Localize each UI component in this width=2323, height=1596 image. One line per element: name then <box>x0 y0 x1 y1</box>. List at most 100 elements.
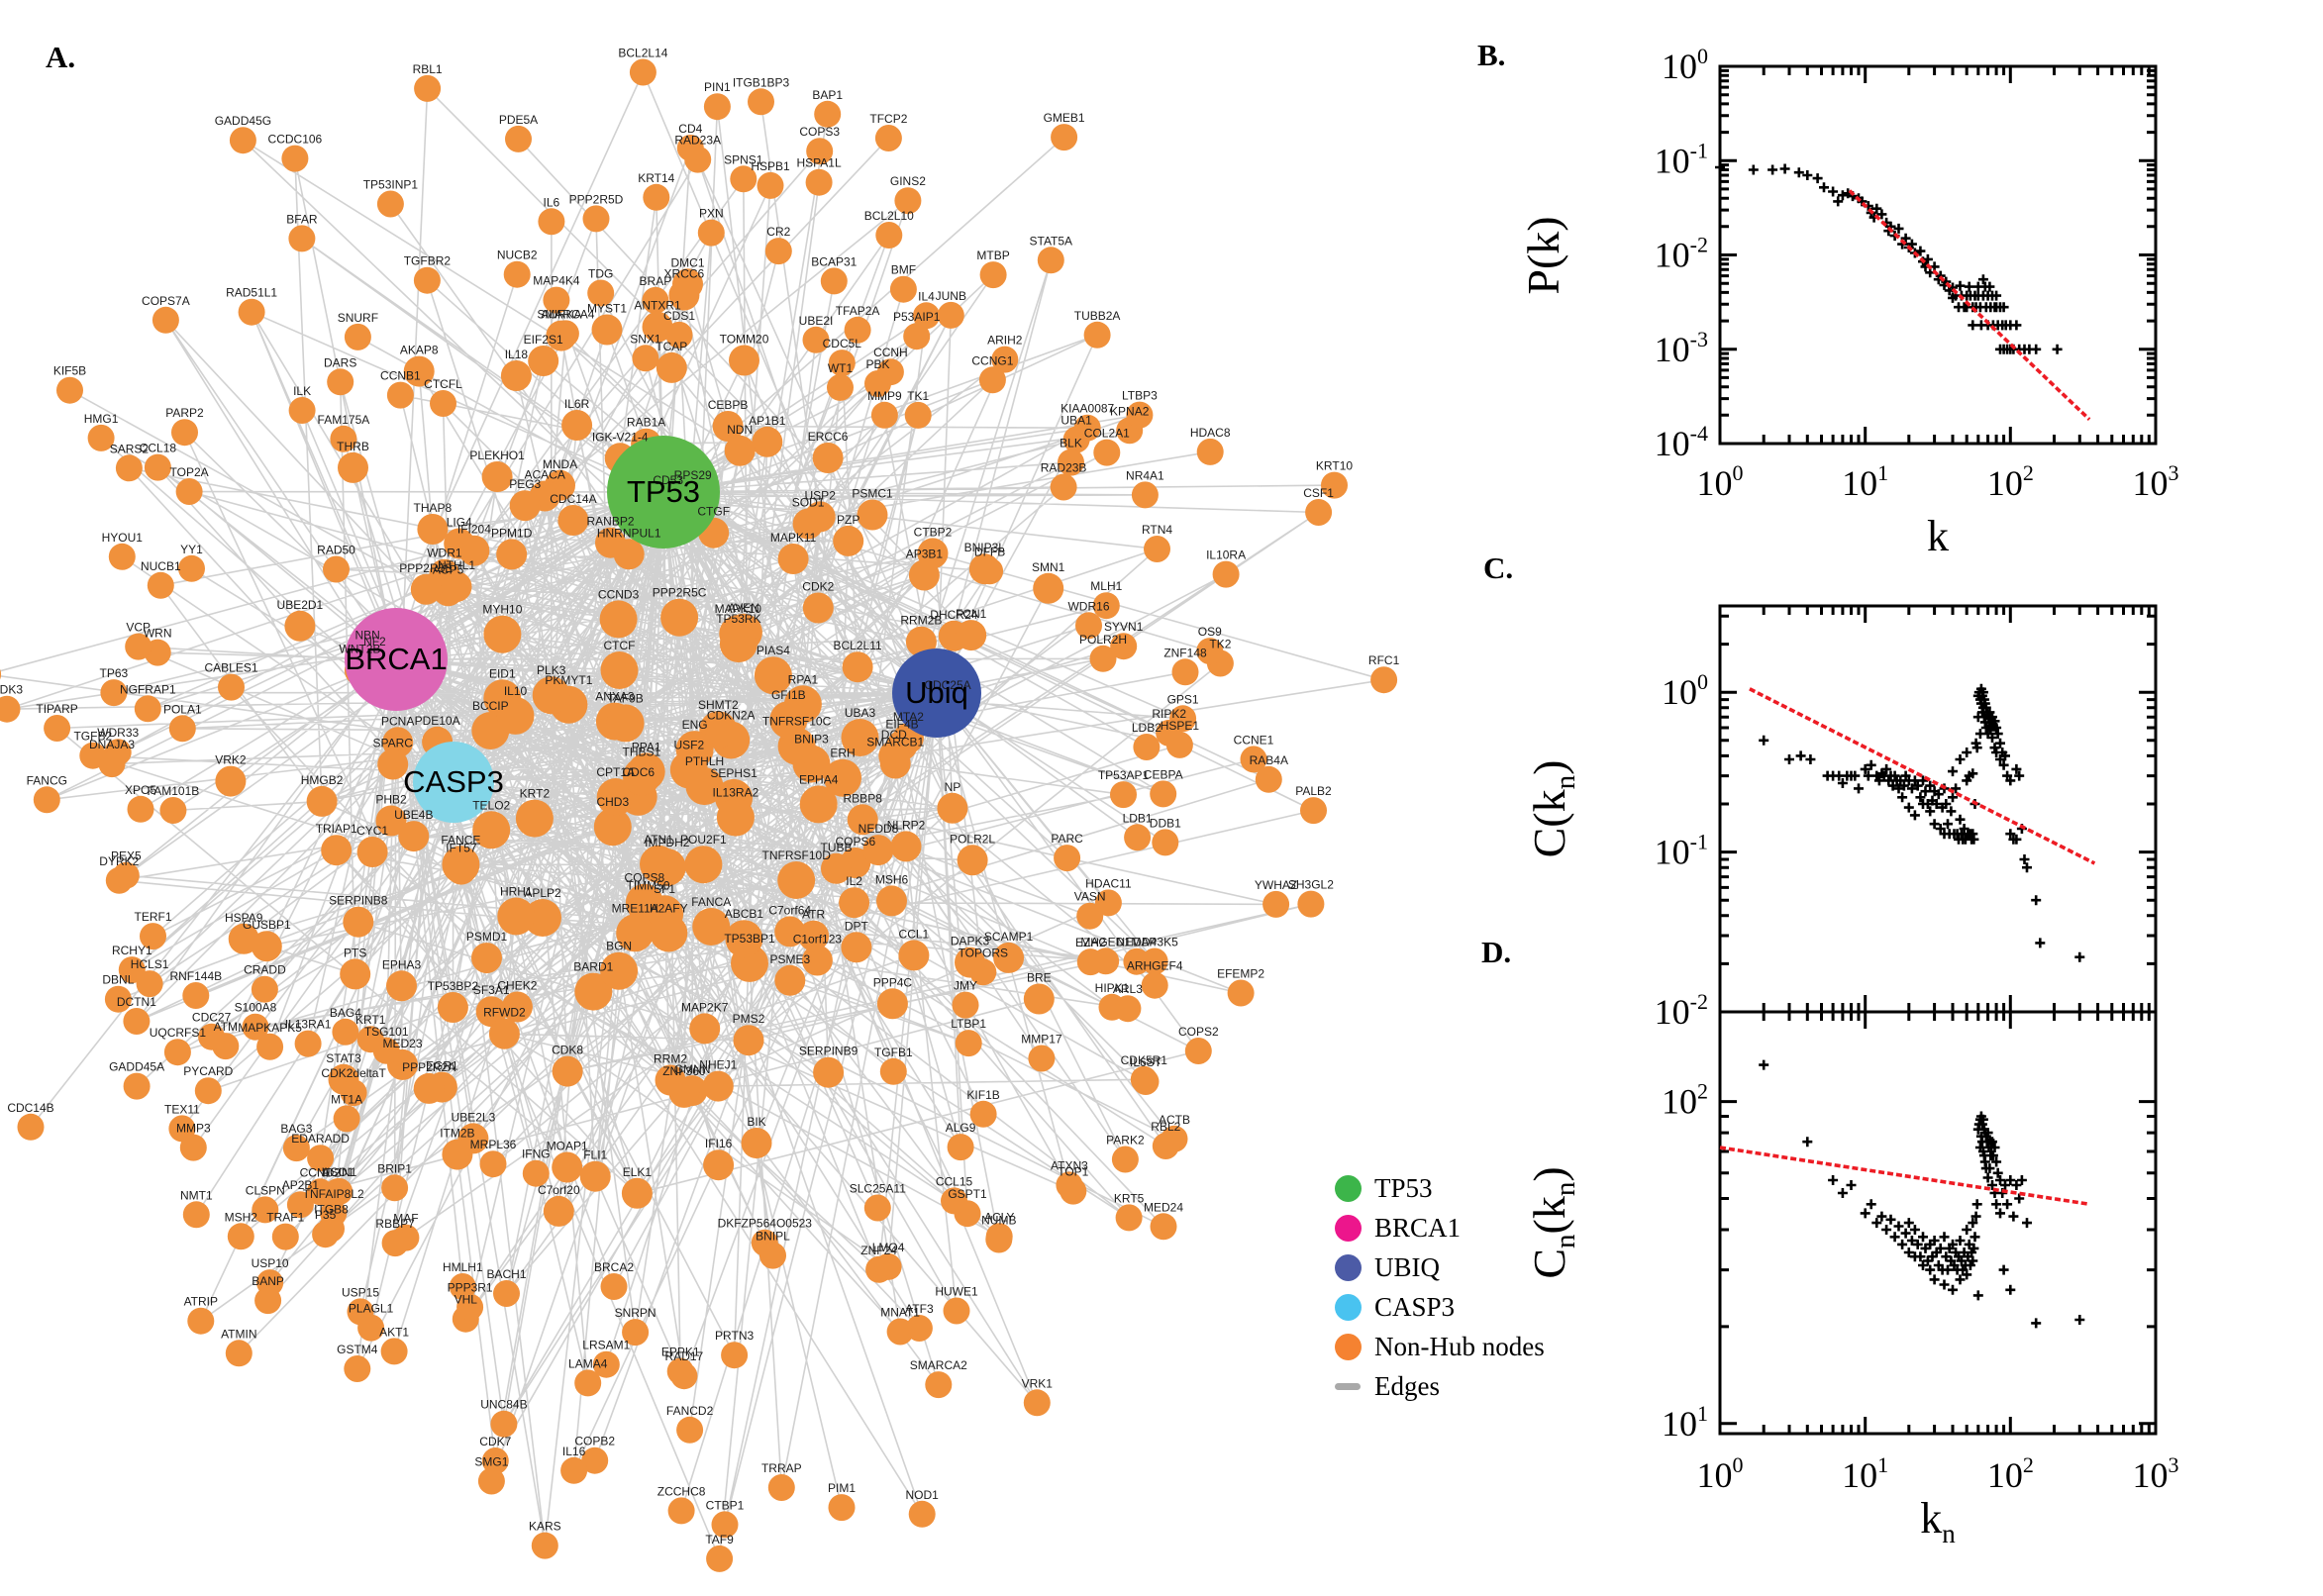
svg-text:SARS2: SARS2 <box>110 442 150 455</box>
legend-item-brca1: BRCA1 <box>1335 1208 1545 1247</box>
svg-text:HRH1: HRH1 <box>500 885 533 899</box>
svg-text:WRN: WRN <box>144 627 172 641</box>
fit-line-c <box>1749 687 2096 865</box>
svg-text:NR4A1: NR4A1 <box>1126 468 1164 482</box>
svg-text:PEG3: PEG3 <box>509 477 541 491</box>
svg-text:TEX11: TEX11 <box>164 1102 200 1116</box>
svg-text:ANTXR1: ANTXR1 <box>634 299 681 313</box>
svg-text:CTBP1: CTBP1 <box>706 1498 745 1512</box>
svg-text:TNFRSF10C: TNFRSF10C <box>762 715 832 729</box>
svg-text:CDK8: CDK8 <box>552 1044 583 1057</box>
svg-text:VRK1: VRK1 <box>1022 1376 1054 1390</box>
svg-text:NEDD4: NEDD4 <box>1117 936 1158 949</box>
svg-text:ARHGEF4: ARHGEF4 <box>1127 959 1183 973</box>
svg-text:IGK-V21-4: IGK-V21-4 <box>592 430 649 444</box>
svg-text:SYVN1: SYVN1 <box>1104 620 1144 634</box>
svg-text:RPS29: RPS29 <box>674 468 712 482</box>
svg-text:EZH2: EZH2 <box>1075 936 1106 949</box>
svg-text:SNRPN: SNRPN <box>615 1306 656 1320</box>
svg-text:RBL1: RBL1 <box>413 62 443 76</box>
hub-ubiq <box>892 648 981 738</box>
svg-text:ERCC6: ERCC6 <box>808 430 849 444</box>
svg-text:101: 101 <box>1842 1452 1888 1495</box>
svg-text:ATM: ATM <box>214 1020 238 1034</box>
legend-label: TP53 <box>1374 1172 1433 1203</box>
svg-text:DNAJA3: DNAJA3 <box>89 738 135 751</box>
svg-text:LDB2: LDB2 <box>1132 721 1162 735</box>
svg-text:VASN: VASN <box>1074 890 1106 904</box>
svg-text:BAG4: BAG4 <box>330 1006 361 1020</box>
svg-text:RCHY1: RCHY1 <box>112 944 152 957</box>
svg-text:STAT3: STAT3 <box>326 1051 361 1065</box>
svg-text:TNFRSF10D: TNFRSF10D <box>762 848 832 862</box>
svg-text:NLRP2: NLRP2 <box>887 818 926 832</box>
svg-text:FANCG: FANCG <box>27 773 67 787</box>
legend: TP53 BRCA1 UBIQ CASP3 Non-Hub nodes Edges <box>1335 1168 1545 1406</box>
svg-text:HSPA1L: HSPA1L <box>797 156 842 170</box>
svg-text:GSTM4: GSTM4 <box>337 1343 378 1356</box>
svg-text:SCAMP1: SCAMP1 <box>984 930 1034 944</box>
svg-text:TGFB1: TGFB1 <box>874 1046 913 1059</box>
svg-text:C1orf123: C1orf123 <box>793 933 843 947</box>
svg-text:CYC1: CYC1 <box>356 824 388 838</box>
svg-text:HSPB1: HSPB1 <box>751 159 790 173</box>
svg-text:ZNF24: ZNF24 <box>860 1244 897 1257</box>
svg-text:GADD45G: GADD45G <box>215 114 271 128</box>
svg-text:SF1: SF1 <box>654 882 675 896</box>
svg-text:HMGB2: HMGB2 <box>301 773 344 787</box>
svg-text:KIF5B: KIF5B <box>53 364 86 378</box>
svg-text:PPP2R5D: PPP2R5D <box>569 192 624 206</box>
svg-text:RAB4A: RAB4A <box>1250 753 1288 767</box>
svg-text:ITGB8: ITGB8 <box>314 1203 349 1217</box>
svg-text:TP53INP1: TP53INP1 <box>363 178 419 192</box>
svg-text:TIMM50: TIMM50 <box>626 879 669 893</box>
legend-label: BRCA1 <box>1374 1212 1462 1243</box>
svg-text:COPB2: COPB2 <box>574 1435 615 1448</box>
svg-text:DAPK3: DAPK3 <box>951 935 990 948</box>
svg-text:GPS1: GPS1 <box>1167 692 1199 706</box>
svg-text:SMG1: SMG1 <box>474 1455 508 1469</box>
svg-text:RAD23B: RAD23B <box>1041 461 1087 475</box>
svg-text:BRIP1: BRIP1 <box>377 1161 412 1175</box>
svg-text:ERH: ERH <box>830 747 855 760</box>
svg-text:MAF: MAF <box>393 1212 418 1226</box>
svg-text:FLI1: FLI1 <box>583 1148 607 1162</box>
svg-text:RPA1: RPA1 <box>788 672 819 686</box>
svg-text:COPS2: COPS2 <box>1178 1025 1219 1039</box>
svg-text:RAD51L1: RAD51L1 <box>226 286 277 300</box>
svg-text:CTCF: CTCF <box>604 639 636 652</box>
svg-text:AP2B1: AP2B1 <box>282 1178 320 1192</box>
svg-text:ATMIN: ATMIN <box>221 1327 256 1341</box>
svg-text:PPP2R2A: PPP2R2A <box>402 1060 455 1074</box>
svg-text:RBBP7: RBBP7 <box>375 1217 415 1231</box>
svg-text:ZNF148: ZNF148 <box>1163 646 1207 659</box>
svg-text:MLH1: MLH1 <box>1090 579 1122 593</box>
svg-text:PCNA: PCNA <box>381 714 414 728</box>
svg-text:CHEK2: CHEK2 <box>497 979 537 993</box>
svg-text:TP53BP2: TP53BP2 <box>428 979 479 993</box>
protein-interaction-network: MNDA ZNF24 USF2 BCCIP CDK3 CCNB1 COPS6 CCND2 COP… <box>0 47 1400 1572</box>
svg-text:CTCFL: CTCFL <box>424 377 462 391</box>
svg-text:P53AIP1: P53AIP1 <box>893 310 941 324</box>
svg-text:CCDC106: CCDC106 <box>268 133 323 147</box>
panel-label-d: D. <box>1481 935 1512 969</box>
network-node-labels: MNDA ZNF24 USF2 BCCIP CDK3 CCNB1 COPS6 CCND2 COP… <box>0 47 1400 1546</box>
svg-text:CPT1A: CPT1A <box>596 765 635 779</box>
svg-text:AP3B1: AP3B1 <box>906 548 944 561</box>
svg-text:DDB1: DDB1 <box>1150 816 1181 830</box>
svg-text:MOAP1: MOAP1 <box>547 1140 588 1153</box>
svg-text:TP53BP1: TP53BP1 <box>724 932 775 946</box>
svg-text:PTS: PTS <box>344 946 366 959</box>
svg-text:MRE11A: MRE11A <box>612 901 658 915</box>
svg-text:KRT1: KRT1 <box>355 1013 386 1027</box>
svg-text:CRADD: CRADD <box>244 963 286 977</box>
svg-text:AKT1: AKT1 <box>379 1325 409 1339</box>
svg-text:FAM101B: FAM101B <box>148 784 200 798</box>
svg-text:THAP8: THAP8 <box>414 501 453 515</box>
svg-text:CDK2: CDK2 <box>802 580 834 594</box>
svg-text:IFI16: IFI16 <box>705 1137 733 1150</box>
svg-text:JUNB: JUNB <box>936 289 966 303</box>
svg-text:UBE4B: UBE4B <box>394 808 433 822</box>
legend-label: UBIQ <box>1374 1251 1440 1282</box>
svg-text:BGN: BGN <box>606 940 632 953</box>
